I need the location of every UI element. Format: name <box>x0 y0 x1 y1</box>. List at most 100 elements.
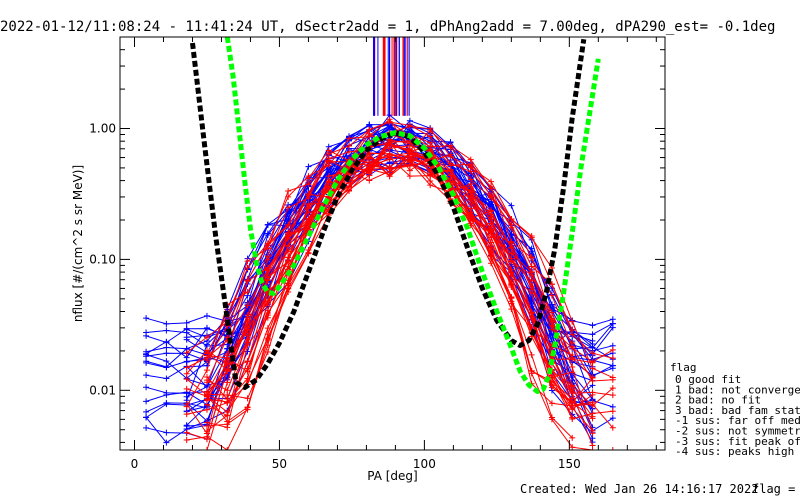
red-point <box>285 254 292 261</box>
red-point <box>447 153 454 160</box>
red-point <box>285 204 292 211</box>
red-point <box>427 146 434 153</box>
red-point <box>609 346 616 353</box>
red-point <box>406 140 413 147</box>
legend-entry: 3 bad: bad fam stat <box>675 404 800 417</box>
y-tick-label: 0.01 <box>89 383 116 397</box>
red-point <box>589 401 596 408</box>
red-point <box>569 356 576 363</box>
blue-point <box>589 331 596 338</box>
red-point <box>244 327 251 334</box>
data-traces <box>143 37 616 450</box>
red-point <box>528 234 535 241</box>
red-point <box>285 187 292 194</box>
blue-point <box>609 362 616 369</box>
red-point <box>346 142 353 149</box>
red-point <box>346 135 353 142</box>
red-point <box>467 213 474 220</box>
red-point <box>285 243 292 250</box>
red-point <box>203 377 210 384</box>
x-tick-label: 150 <box>558 457 581 471</box>
x-axis-label: PA [deg] <box>367 469 417 483</box>
red-point <box>528 351 535 358</box>
red-point <box>589 447 596 450</box>
red-point <box>427 167 434 174</box>
red-point <box>366 162 373 169</box>
red-point <box>427 127 434 134</box>
red-point <box>203 436 210 443</box>
red-point <box>548 315 555 322</box>
red-point <box>609 376 616 383</box>
red-point <box>264 314 271 321</box>
red-point <box>203 396 210 403</box>
red-point <box>183 436 190 443</box>
red-point <box>366 177 373 184</box>
red-point <box>467 180 474 187</box>
red-point <box>508 216 515 223</box>
blue-point <box>143 315 150 322</box>
red-point <box>528 370 535 377</box>
blue-point <box>163 327 170 334</box>
red-point <box>224 447 231 450</box>
red-point <box>488 244 495 251</box>
red-point <box>467 187 474 194</box>
red-point <box>224 424 231 431</box>
blue-point <box>264 221 271 228</box>
red-point <box>244 342 251 349</box>
red-point <box>569 331 576 338</box>
blue-point <box>163 389 170 396</box>
red-point <box>203 419 210 426</box>
blue-point <box>589 345 596 352</box>
blue-point <box>305 163 312 170</box>
red-point <box>203 447 210 450</box>
blue-point <box>163 320 170 327</box>
fit-curves <box>190 37 601 394</box>
red-point <box>285 233 292 240</box>
red-point <box>569 340 576 347</box>
red-point <box>386 151 393 158</box>
red-point <box>528 254 535 261</box>
blue-point <box>143 408 150 415</box>
blue-point <box>203 324 210 331</box>
red-point <box>609 408 616 415</box>
red-point <box>183 403 190 410</box>
red-point <box>264 253 271 260</box>
red-point <box>224 412 231 419</box>
blue-point <box>163 350 170 357</box>
red-point <box>244 264 251 271</box>
red-point <box>203 334 210 341</box>
red-point <box>305 204 312 211</box>
legend-entry: -4 sus: peaks high v <box>675 445 800 458</box>
red-point <box>467 156 474 163</box>
red-point <box>224 367 231 374</box>
red-point <box>224 399 231 406</box>
red-point <box>488 185 495 192</box>
red-point <box>569 388 576 395</box>
red-point <box>548 416 555 423</box>
red-point <box>569 383 576 390</box>
red-point <box>488 229 495 236</box>
red-point <box>508 238 515 245</box>
red-point <box>264 271 271 278</box>
red-point <box>264 298 271 305</box>
red-point <box>548 292 555 299</box>
legend-entry: 2 bad: no fit <box>675 394 761 407</box>
red-point <box>508 244 515 251</box>
fit-curve-green <box>224 37 601 394</box>
red-point <box>589 375 596 382</box>
blue-point <box>163 375 170 382</box>
blue-point <box>183 358 190 365</box>
red-point <box>244 365 251 372</box>
red-point <box>264 277 271 284</box>
red-point <box>183 376 190 383</box>
blue-point <box>589 435 596 442</box>
blue-point <box>163 338 170 345</box>
red-point <box>406 150 413 157</box>
red-point <box>285 193 292 200</box>
red-point <box>609 447 616 450</box>
red-point <box>386 118 393 125</box>
red-point <box>244 289 251 296</box>
legend-entry: -3 sus: fit peak off 9 <box>675 435 800 448</box>
red-point <box>285 289 292 296</box>
